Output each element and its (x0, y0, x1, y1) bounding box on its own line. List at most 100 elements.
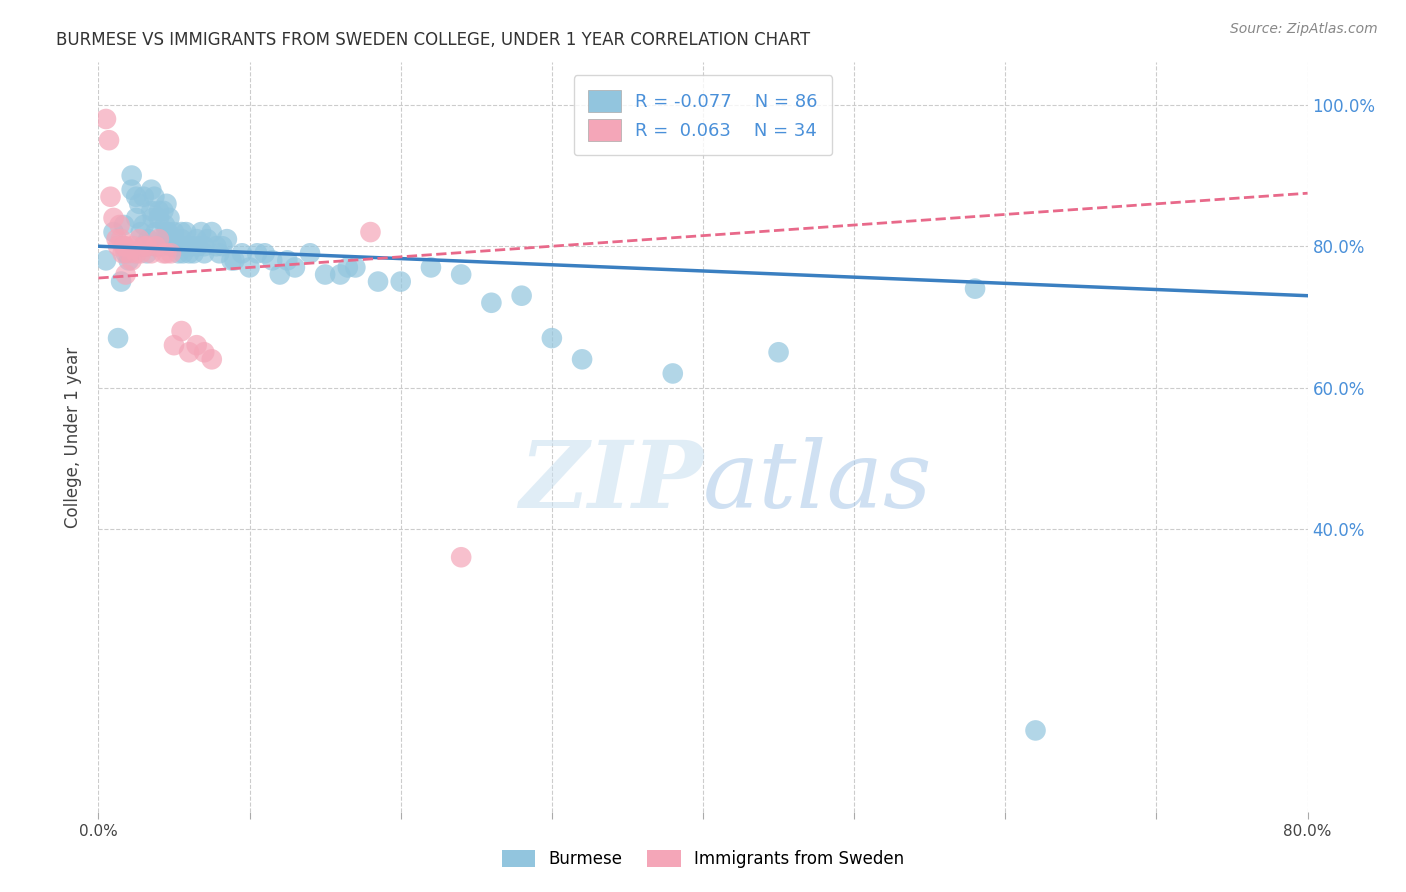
Point (108, 218, 131, 232)
Point (163, 232, 186, 246)
Point (179, 345, 201, 359)
Point (160, 246, 183, 260)
Point (155, 246, 177, 260)
Point (215, 232, 238, 246)
Point (193, 246, 215, 260)
Point (136, 232, 159, 246)
Point (141, 246, 163, 260)
Point (166, 239, 188, 253)
Point (103, 211, 125, 225)
Legend: Burmese, Immigrants from Sweden: Burmese, Immigrants from Sweden (495, 843, 911, 875)
Point (132, 218, 155, 232)
Point (135, 239, 157, 253)
Point (163, 225, 186, 239)
Point (145, 225, 167, 239)
Point (132, 239, 155, 253)
Point (167, 246, 190, 260)
Point (661, 367, 683, 381)
Y-axis label: College, Under 1 year: College, Under 1 year (65, 346, 83, 528)
Point (299, 246, 322, 260)
Point (186, 232, 208, 246)
Point (284, 260, 307, 275)
Point (114, 239, 136, 253)
Point (153, 218, 176, 232)
Point (125, 211, 148, 225)
Point (221, 253, 243, 268)
Point (571, 352, 593, 367)
Text: atlas: atlas (703, 437, 932, 527)
Point (211, 239, 233, 253)
Point (239, 260, 262, 275)
Point (344, 260, 367, 275)
Point (143, 190, 166, 204)
Point (121, 183, 143, 197)
Point (128, 196, 150, 211)
Point (510, 289, 533, 303)
Point (118, 253, 141, 268)
Point (145, 239, 167, 253)
Point (163, 338, 186, 352)
Point (262, 253, 284, 268)
Point (450, 268, 472, 282)
Point (329, 268, 352, 282)
Point (187, 239, 209, 253)
Point (190, 225, 212, 239)
Point (112, 239, 135, 253)
Point (94, 253, 117, 268)
Point (179, 239, 201, 253)
Point (141, 183, 163, 197)
Point (170, 232, 193, 246)
Point (105, 232, 128, 246)
Point (152, 203, 174, 218)
Point (112, 218, 135, 232)
Point (121, 253, 143, 268)
Point (159, 211, 181, 225)
Point (150, 239, 173, 253)
Point (208, 246, 231, 260)
Point (141, 203, 163, 218)
Point (246, 246, 269, 260)
Point (367, 275, 389, 289)
Point (481, 295, 503, 310)
Point (98, 133, 121, 147)
Point (195, 232, 218, 246)
Point (193, 239, 215, 253)
Point (389, 275, 412, 289)
Point (152, 246, 174, 260)
Point (125, 246, 148, 260)
Point (121, 169, 143, 183)
Point (148, 232, 170, 246)
Point (110, 232, 132, 246)
Point (132, 239, 155, 253)
Point (107, 239, 129, 253)
Point (314, 268, 336, 282)
Text: ZIP: ZIP (519, 437, 703, 527)
Point (179, 246, 201, 260)
Point (110, 275, 132, 289)
Point (103, 225, 125, 239)
Point (768, 345, 790, 359)
Point (94, 112, 117, 126)
Point (145, 239, 167, 253)
Point (450, 550, 472, 565)
Point (129, 246, 152, 260)
Point (111, 246, 134, 260)
Point (107, 331, 129, 345)
Point (186, 338, 208, 352)
Legend: R = -0.077    N = 86, R =  0.063    N = 34: R = -0.077 N = 86, R = 0.063 N = 34 (574, 75, 832, 155)
Point (142, 211, 165, 225)
Point (114, 246, 136, 260)
Point (231, 246, 253, 260)
Point (118, 246, 141, 260)
Point (170, 225, 193, 239)
Point (965, 282, 987, 296)
Point (148, 203, 170, 218)
Point (128, 232, 150, 246)
Point (156, 225, 179, 239)
Point (170, 324, 193, 338)
Point (336, 260, 359, 275)
Point (201, 225, 224, 239)
Point (174, 225, 197, 239)
Point (269, 268, 291, 282)
Point (122, 239, 145, 253)
